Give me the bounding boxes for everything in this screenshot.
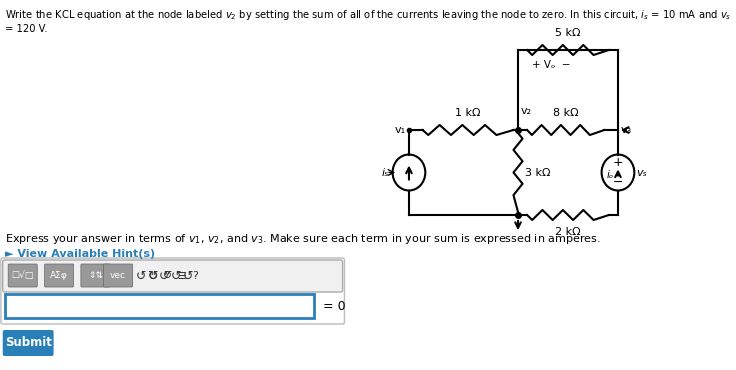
Text: = 0: = 0 <box>322 299 345 313</box>
Text: −: − <box>613 176 623 189</box>
Text: v₃: v₃ <box>620 125 632 135</box>
FancyBboxPatch shape <box>3 260 343 292</box>
Text: 8 kΩ: 8 kΩ <box>553 108 578 118</box>
Text: v₂: v₂ <box>521 106 532 116</box>
Text: iₛ: iₛ <box>382 168 389 178</box>
Text: Write the KCL equation at the node labeled $v_2$ by setting the sum of all of th: Write the KCL equation at the node label… <box>4 8 731 34</box>
Text: + Vₒ  −: + Vₒ − <box>531 60 570 70</box>
Text: vₛ: vₛ <box>636 168 647 178</box>
FancyBboxPatch shape <box>81 264 110 287</box>
Text: 3 kΩ: 3 kΩ <box>526 168 551 178</box>
Text: ↺: ↺ <box>135 269 146 283</box>
FancyBboxPatch shape <box>8 264 38 287</box>
Text: v₁: v₁ <box>395 125 406 135</box>
Text: ↺: ↺ <box>183 269 194 283</box>
Text: ↺: ↺ <box>163 271 172 281</box>
Text: ► View Available Hint(s): ► View Available Hint(s) <box>4 249 155 259</box>
Text: ↺: ↺ <box>147 269 158 283</box>
FancyBboxPatch shape <box>104 264 132 287</box>
Text: ☐√□: ☐√□ <box>12 271 34 280</box>
Text: ↺: ↺ <box>171 269 182 283</box>
FancyBboxPatch shape <box>3 330 54 356</box>
FancyBboxPatch shape <box>45 264 74 287</box>
Text: +: + <box>612 156 623 169</box>
Text: 5 kΩ: 5 kΩ <box>555 28 581 38</box>
Text: vec: vec <box>110 271 126 280</box>
Text: ⇕⇅: ⇕⇅ <box>88 271 103 280</box>
Text: iₒ: iₒ <box>606 169 613 179</box>
Text: 1 kΩ: 1 kΩ <box>456 108 481 118</box>
Text: AΣφ: AΣφ <box>50 271 68 280</box>
Text: Submit: Submit <box>4 336 52 350</box>
FancyBboxPatch shape <box>4 294 314 318</box>
Text: ↺: ↺ <box>159 269 170 283</box>
Text: 2 kΩ: 2 kΩ <box>555 227 581 237</box>
Text: Express your answer in terms of $v_1$, $v_2$, and $v_3$. Make sure each term in : Express your answer in terms of $v_1$, $… <box>4 232 601 246</box>
Text: ?: ? <box>192 271 198 281</box>
Text: ↻: ↻ <box>147 269 158 283</box>
Text: ☰: ☰ <box>177 271 186 281</box>
